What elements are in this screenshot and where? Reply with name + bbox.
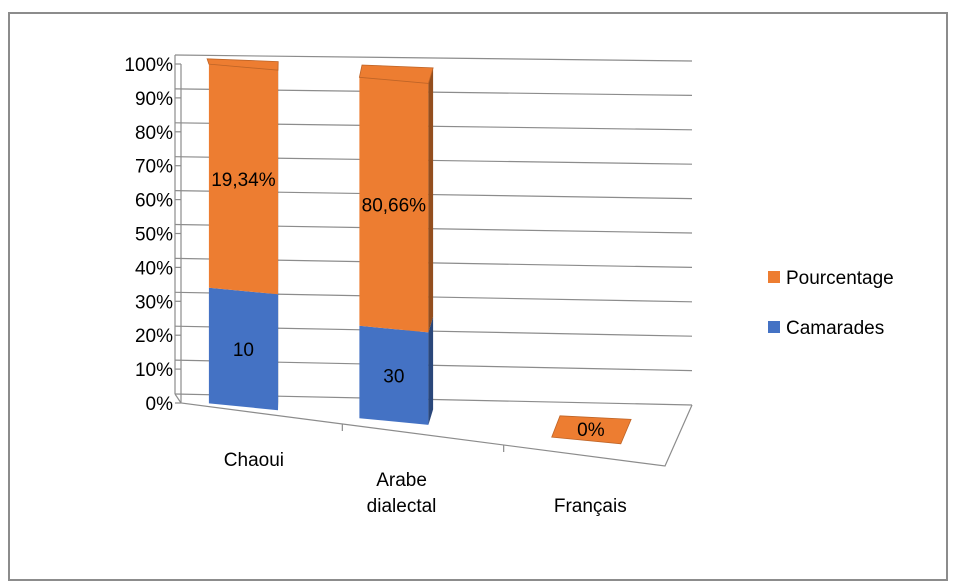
y-tick-label: 70% xyxy=(135,157,173,178)
data-label-camarades: 30 xyxy=(383,366,404,387)
chart-frame xyxy=(8,12,948,581)
data-label-pourcentage: 0% xyxy=(577,420,605,441)
y-tick-label: 0% xyxy=(146,394,174,415)
bar-front-pourcentage-0 xyxy=(208,64,278,295)
bar-front-camarades-0 xyxy=(208,287,278,411)
x-category-line: Français xyxy=(554,496,627,517)
y-tick-label: 40% xyxy=(135,258,173,279)
y-tick-label: 50% xyxy=(135,225,173,246)
legend-swatch-camarades xyxy=(768,321,780,333)
x-category-line: Chaoui xyxy=(224,450,284,471)
data-label-pourcentage: 80,66% xyxy=(362,196,427,217)
data-label-camarades: 10 xyxy=(233,340,254,361)
floor-outline xyxy=(174,393,693,467)
x-category-line: dialectal xyxy=(367,496,437,517)
y-tick-label: 80% xyxy=(135,123,173,144)
y-tick-label: 60% xyxy=(135,191,173,212)
y-tick-label: 10% xyxy=(135,360,173,381)
bar-front-pourcentage-1 xyxy=(359,77,429,333)
bar-cap-pourcentage-1 xyxy=(358,64,434,84)
y-tick-label: 90% xyxy=(135,89,173,110)
y-tick-label: 100% xyxy=(124,55,173,76)
y-tick-label: 20% xyxy=(135,326,173,347)
legend-label-pourcentage: Pourcentage xyxy=(786,268,894,289)
gridline-10 xyxy=(174,54,693,62)
x-category-label: Français xyxy=(554,496,627,517)
bar-cap-pourcentage-0 xyxy=(206,58,279,71)
bar-front-camarades-1 xyxy=(359,325,429,425)
legend-label-camarades: Camarades xyxy=(786,318,884,339)
x-category-label: Chaoui xyxy=(224,450,284,471)
bar-side-camarades-1 xyxy=(428,316,434,425)
legend-swatch-pourcentage xyxy=(768,271,780,283)
x-category-line: Arabe xyxy=(376,470,427,491)
y-tick-label: 30% xyxy=(135,292,173,313)
bar-cap-pourcentage-2 xyxy=(551,415,632,445)
x-category-label: Arabe dialectal xyxy=(367,470,437,517)
data-label-pourcentage: 19,34% xyxy=(211,170,276,191)
bar-side-pourcentage-1 xyxy=(428,67,434,333)
